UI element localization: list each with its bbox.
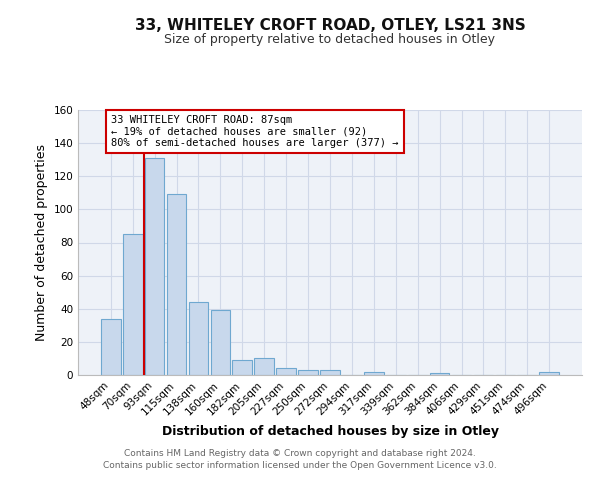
Text: 33 WHITELEY CROFT ROAD: 87sqm
← 19% of detached houses are smaller (92)
80% of s: 33 WHITELEY CROFT ROAD: 87sqm ← 19% of d…: [112, 115, 399, 148]
Text: 33, WHITELEY CROFT ROAD, OTLEY, LS21 3NS: 33, WHITELEY CROFT ROAD, OTLEY, LS21 3NS: [134, 18, 526, 32]
Text: Size of property relative to detached houses in Otley: Size of property relative to detached ho…: [164, 32, 496, 46]
Bar: [320, 370, 340, 375]
Bar: [188, 302, 208, 375]
Bar: [167, 194, 187, 375]
Y-axis label: Number of detached properties: Number of detached properties: [35, 144, 48, 341]
Bar: [276, 368, 296, 375]
Bar: [101, 318, 121, 375]
Bar: [254, 358, 274, 375]
Bar: [298, 370, 318, 375]
Bar: [539, 372, 559, 375]
Text: Contains public sector information licensed under the Open Government Licence v3: Contains public sector information licen…: [103, 461, 497, 470]
Bar: [364, 372, 384, 375]
Bar: [145, 158, 164, 375]
Bar: [232, 360, 252, 375]
Text: Contains HM Land Registry data © Crown copyright and database right 2024.: Contains HM Land Registry data © Crown c…: [124, 448, 476, 458]
Bar: [430, 374, 449, 375]
Bar: [211, 310, 230, 375]
Bar: [123, 234, 143, 375]
X-axis label: Distribution of detached houses by size in Otley: Distribution of detached houses by size …: [161, 425, 499, 438]
